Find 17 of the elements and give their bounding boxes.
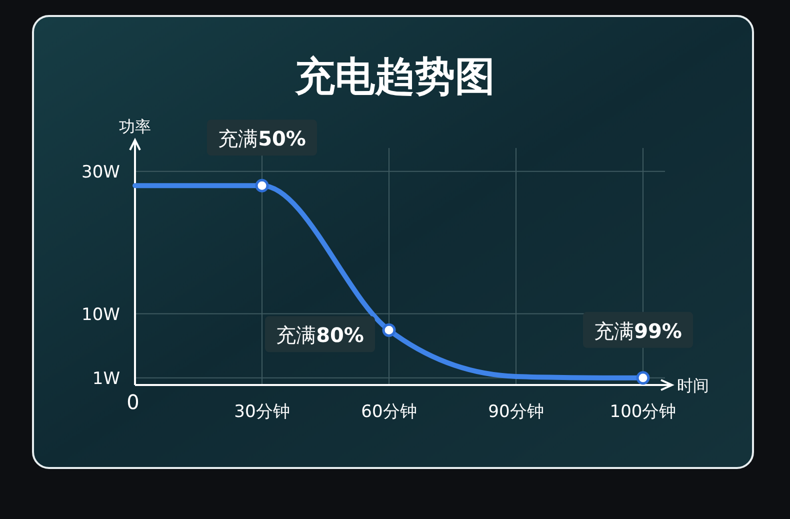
x-tick-label: 60分钟 [361, 402, 417, 422]
y-axis-title: 功率 [119, 117, 151, 136]
x-tick-label: 100分钟 [610, 402, 676, 422]
y-tick-label: 1W [92, 368, 120, 389]
chart-title: 充电趋势图 [294, 54, 495, 100]
annotation: 充满80% [276, 323, 364, 348]
annotation: 充满99% [594, 318, 682, 343]
x-tick-label: 90分钟 [488, 402, 544, 422]
point [255, 178, 269, 192]
x-tick-label: 0 [126, 390, 140, 414]
point [382, 323, 396, 337]
y-tick-label: 10W [82, 304, 120, 325]
y-tick-label: 30W [82, 162, 120, 182]
x-axis-title: 时间 [677, 376, 709, 395]
annotation: 充满50% [218, 126, 306, 151]
x-tick-label: 30分钟 [234, 402, 290, 422]
point [636, 371, 650, 385]
